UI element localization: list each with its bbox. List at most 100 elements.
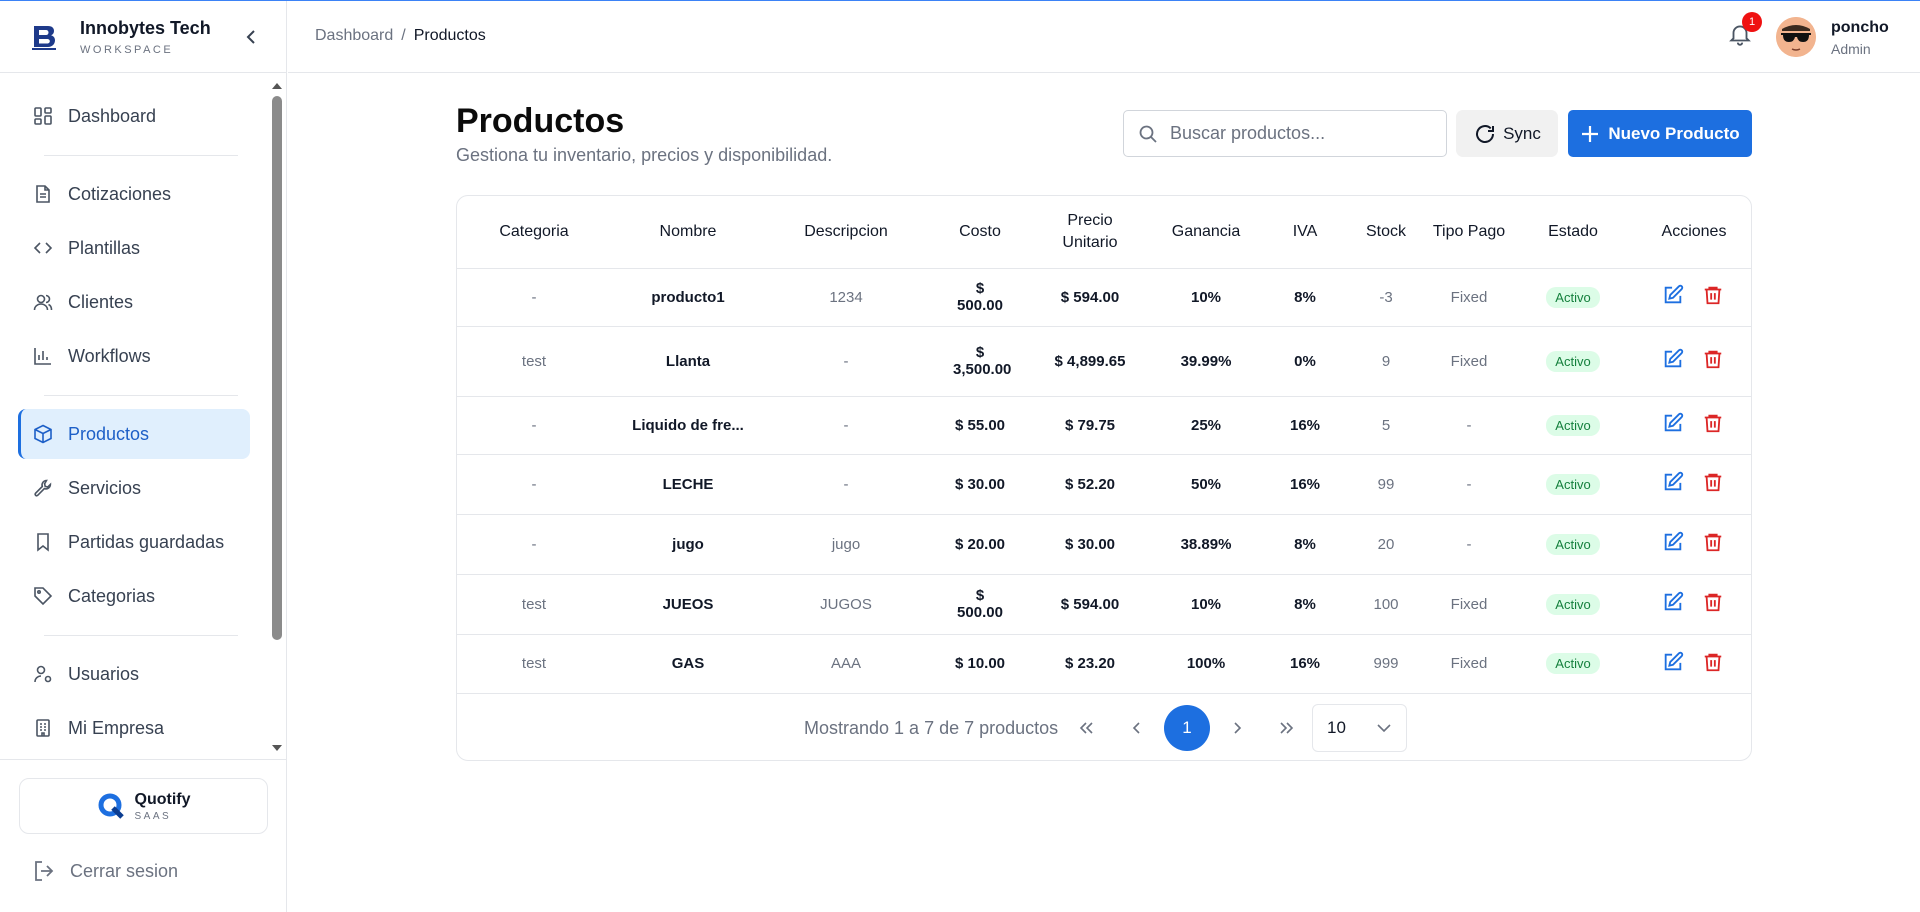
sidebar-item-label: Plantillas <box>68 237 141 258</box>
logout-button[interactable]: Cerrar sesion <box>32 859 178 883</box>
cell-estado: Activo <box>1511 574 1635 635</box>
next-page-button[interactable] <box>1221 712 1253 744</box>
previous-page-button[interactable] <box>1121 712 1153 744</box>
delete-button[interactable] <box>1702 348 1726 372</box>
search-input[interactable] <box>1170 123 1430 144</box>
cell-acciones <box>1635 268 1751 327</box>
column-header-descripcion: Descripcion <box>765 196 927 269</box>
sidebar-scroll-thumb[interactable] <box>272 96 282 640</box>
edit-button[interactable] <box>1662 531 1686 555</box>
cell-acciones <box>1635 574 1751 635</box>
user-name: poncho <box>1831 19 1889 36</box>
search-box[interactable] <box>1123 110 1447 157</box>
delete-button[interactable] <box>1702 284 1726 308</box>
last-page-button[interactable] <box>1270 712 1302 744</box>
trash-icon <box>1704 350 1722 369</box>
chevron-down-icon <box>1377 724 1391 733</box>
cell-precio-unitario: $ 23.20 <box>1033 634 1147 694</box>
cell-estado: Activo <box>1511 326 1635 397</box>
cell-stock: 5 <box>1345 396 1427 455</box>
nav-divider <box>44 155 238 156</box>
cell-nombre: LECHE <box>611 454 765 515</box>
edit-button[interactable] <box>1662 591 1686 615</box>
delete-button[interactable] <box>1702 651 1726 675</box>
cell-descripcion: - <box>765 396 927 455</box>
plus-icon <box>1582 125 1599 142</box>
avatar[interactable] <box>1776 17 1816 57</box>
column-header-estado: Estado <box>1511 196 1635 269</box>
sidebar-item-label: Clientes <box>68 291 134 312</box>
cell-nombre: jugo <box>611 514 765 575</box>
first-page-button[interactable] <box>1071 712 1103 744</box>
sidebar-item-partidas-guardadas[interactable]: Partidas guardadas <box>18 517 250 567</box>
cell-iva: 8% <box>1265 268 1345 327</box>
status-badge: Activo <box>1546 414 1600 436</box>
cell-ganancia: 39.99% <box>1147 326 1265 397</box>
edit-button[interactable] <box>1662 284 1686 308</box>
sync-button[interactable]: Sync <box>1456 110 1558 157</box>
edit-button[interactable] <box>1662 471 1686 495</box>
status-badge: Activo <box>1546 593 1600 615</box>
new-product-button[interactable]: Nuevo Producto <box>1568 110 1752 157</box>
cell-precio-unitario: $ 4,899.65 <box>1033 326 1147 397</box>
cell-categoria: - <box>457 454 611 515</box>
cell-acciones <box>1635 634 1751 694</box>
document-icon <box>32 183 54 205</box>
cell-precio-unitario: $ 52.20 <box>1033 454 1147 515</box>
cell-ganancia: 10% <box>1147 574 1265 635</box>
sidebar-item-dashboard[interactable]: Dashboard <box>18 91 250 141</box>
cell-nombre: JUEOS <box>611 574 765 635</box>
cell-descripcion: jugo <box>765 514 927 575</box>
sidebar: Innobytes Tech WORKSPACE Dashboard Cotiz… <box>0 1 287 912</box>
sidebar-item-label: Productos <box>68 423 150 444</box>
edit-button[interactable] <box>1662 651 1686 675</box>
sidebar-item-categorias[interactable]: Categorias <box>18 571 250 621</box>
column-header-categoria: Categoria <box>457 196 611 269</box>
sidebar-item-label: Servicios <box>68 477 142 498</box>
collapse-sidebar-button[interactable] <box>242 25 260 49</box>
cell-precio-unitario: $ 79.75 <box>1033 396 1147 455</box>
edit-icon <box>1664 471 1684 491</box>
sidebar-scrollbar[interactable] <box>270 79 284 755</box>
delete-button[interactable] <box>1702 471 1726 495</box>
sidebar-item-clientes[interactable]: Clientes <box>18 277 250 327</box>
column-header-precio-unitario: Precio Unitario <box>1033 196 1147 269</box>
edit-button[interactable] <box>1662 412 1686 436</box>
pagination-summary: Mostrando 1 a 7 de 7 productos <box>804 718 1059 738</box>
chevrons-left-icon <box>1079 722 1093 734</box>
breadcrumb-dashboard-link[interactable]: Dashboard <box>315 27 394 44</box>
divider <box>0 759 287 760</box>
sidebar-item-workflows[interactable]: Workflows <box>18 331 250 381</box>
delete-button[interactable] <box>1702 412 1726 436</box>
top-header: Dashboard / Productos 1 poncho Admin <box>288 1 1920 73</box>
products-table: Categoria Nombre Descripcion Costo Preci… <box>457 196 1751 694</box>
brand-subtitle: WORKSPACE <box>80 43 174 56</box>
table-row: test JUEOS JUGOS $ 500.00 $ 594.00 10% 8% 100 Fi… <box>457 574 1751 635</box>
sidebar-item-servicios[interactable]: Servicios <box>18 463 250 513</box>
sidebar-item-plantillas[interactable]: Plantillas <box>18 223 250 273</box>
cell-iva: 16% <box>1265 454 1345 515</box>
chevron-left-icon <box>246 30 255 44</box>
quotify-logo-icon <box>98 793 124 819</box>
cell-ganancia: 100% <box>1147 634 1265 694</box>
sidebar-item-usuarios[interactable]: Usuarios <box>18 649 250 699</box>
delete-button[interactable] <box>1702 531 1726 555</box>
cell-estado: Activo <box>1511 268 1635 327</box>
edit-icon <box>1664 591 1684 611</box>
delete-button[interactable] <box>1702 591 1726 615</box>
quotify-card[interactable]: Quotify SAAS <box>19 778 268 834</box>
current-page-button[interactable]: 1 <box>1164 705 1210 751</box>
cell-acciones <box>1635 326 1751 397</box>
cell-stock: 99 <box>1345 454 1427 515</box>
edit-button[interactable] <box>1662 348 1686 372</box>
cell-tipo-pago: - <box>1427 454 1511 515</box>
page-size-select[interactable]: 10 <box>1312 704 1407 752</box>
cell-categoria: - <box>457 514 611 575</box>
edit-icon <box>1664 284 1684 304</box>
sidebar-item-mi-empresa[interactable]: Mi Empresa <box>18 703 250 753</box>
sidebar-item-productos[interactable]: Productos <box>18 409 250 459</box>
sidebar-item-cotizaciones[interactable]: Cotizaciones <box>18 169 250 219</box>
page-subtitle: Gestiona tu inventario, precios y dispon… <box>456 145 833 165</box>
cell-tipo-pago: Fixed <box>1427 574 1511 635</box>
table-row: - Liquido de fre... - $ 55.00 $ 79.75 25% 16% 5… <box>457 396 1751 455</box>
